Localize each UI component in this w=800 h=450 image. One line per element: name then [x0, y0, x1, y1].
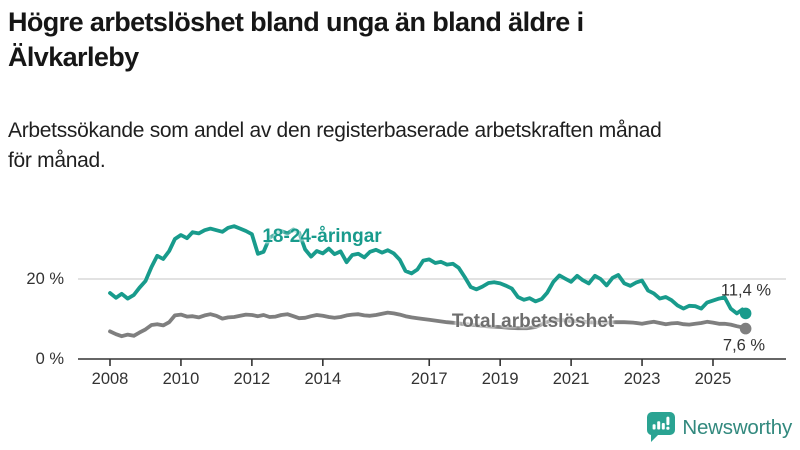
chart-subtitle: Arbetssökande som andel av den registerb… [8, 119, 662, 172]
newsworthy-logo-text: Newsworthy [682, 415, 792, 439]
series-label-youth: 18-24-åringar [262, 226, 382, 247]
y-tick-label: 0 % [35, 350, 64, 368]
end-value-label-total: 7,6 % [722, 336, 766, 355]
series-label-total: Total arbetslöshet [451, 311, 615, 332]
x-tick-label: 2019 [481, 370, 519, 388]
x-tick-label: 2025 [694, 370, 732, 388]
series-line-youth [108, 224, 748, 316]
x-tick-label: 2008 [91, 370, 129, 388]
x-tick-label: 2012 [233, 370, 271, 388]
end-dot-youth [739, 307, 752, 320]
x-tick-label: 2014 [304, 370, 342, 388]
end-value-label-youth: 11,4 % [720, 281, 772, 300]
chart-title: Högre arbetslöshet bland unga än bland ä… [8, 7, 584, 72]
x-tick-label: 2010 [162, 370, 200, 388]
end-dot-total [739, 322, 752, 335]
newsworthy-logo: Newsworthy [647, 412, 792, 443]
series-line-total [108, 310, 748, 339]
x-tick-label: 2017 [410, 370, 448, 388]
x-tick-label: 2021 [552, 370, 590, 388]
bar-chart-speech-bubble-icon [647, 412, 676, 442]
x-tick-label: 2023 [623, 370, 661, 388]
y-tick-label: 20 % [26, 270, 64, 288]
